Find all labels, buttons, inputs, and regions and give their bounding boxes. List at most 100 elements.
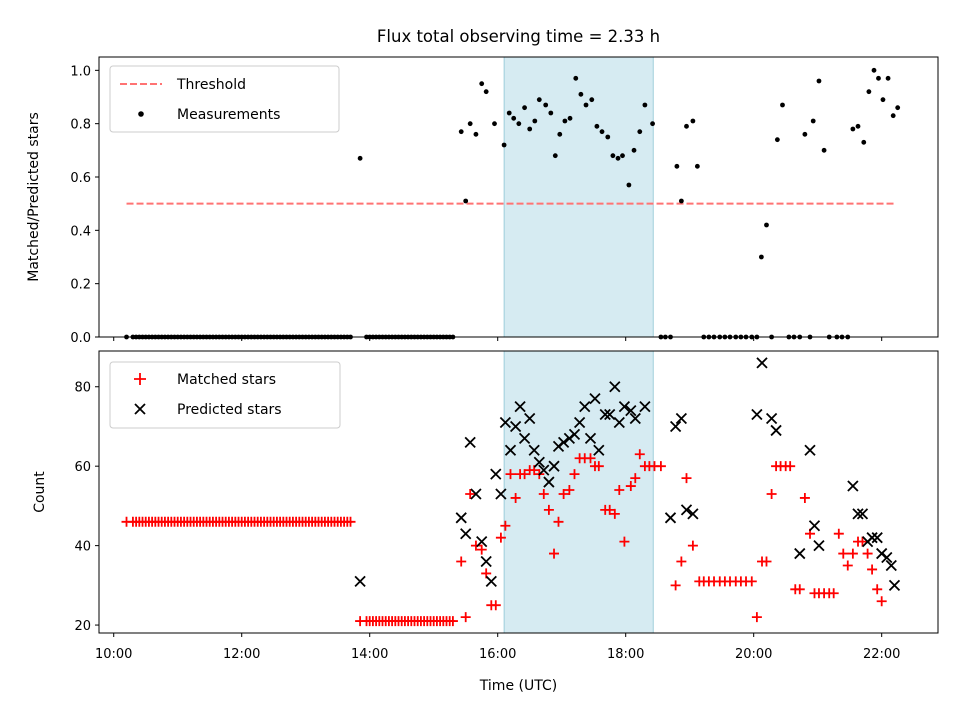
matched-star-point [872, 584, 883, 595]
measurement-point [780, 102, 785, 108]
x-tick-label: 12:00 [223, 647, 260, 662]
predicted-star-point [881, 551, 893, 564]
predicted-star-point [888, 579, 901, 591]
measurements-legend-swatch [138, 111, 144, 117]
predicted-star-point [557, 436, 570, 448]
predicted-star-point [613, 416, 625, 429]
top-legend: Threshold Measurements [109, 65, 340, 133]
measurement-point [557, 131, 563, 137]
measurement-point [684, 123, 689, 129]
measurement-point [885, 75, 891, 81]
predicted-star-point [573, 416, 586, 429]
predicted-star-point [847, 480, 859, 492]
measurement-point [810, 118, 816, 124]
matched-star-point [609, 508, 620, 519]
predicted-star-point [808, 520, 821, 532]
measurement-point [543, 102, 549, 108]
matched-star-point [569, 469, 580, 480]
measurement-point [483, 89, 489, 95]
predicted-star-point [885, 559, 897, 572]
bottom-panel: 20 40 60 80 10:00 12:00 14:00 16:00 18:00 20:00 2… [32, 350, 939, 694]
matched-star-point [655, 461, 666, 472]
measurement-point [458, 129, 464, 135]
top-y-ticks: 0.0 0.2 0.4 0.6 0.8 1.0 [70, 64, 99, 346]
x-tick-label: 18:00 [607, 647, 644, 662]
measurement-point [615, 155, 621, 161]
matched-star-point [519, 469, 530, 480]
predicted-legend-label: Predicted stars [177, 402, 282, 418]
measurement-point [506, 110, 512, 116]
measurement-point [694, 163, 700, 169]
measurement-point [631, 147, 637, 153]
predicted-legend-swatch [134, 403, 146, 415]
x-tick-label: 14:00 [351, 647, 388, 662]
matched-star-point [833, 528, 844, 539]
matched-star-point [549, 548, 560, 559]
predicted-star-point [852, 508, 864, 520]
matched-star-point [495, 532, 506, 543]
predicted-star-point [354, 575, 366, 588]
predicted-star-point [495, 488, 507, 500]
matched-legend-label: Matched stars [177, 372, 276, 388]
predicted-star-point [533, 456, 545, 468]
predicted-star-point [579, 400, 591, 413]
measurement-point [599, 129, 605, 135]
predicted-star-point [751, 408, 763, 421]
predicted-star-point [813, 539, 825, 552]
matched-star-point [634, 449, 645, 460]
matched-star-point [794, 584, 805, 595]
top-y-axis-label: Matched/Predicted stars [26, 112, 42, 282]
predicted-star-point [514, 400, 526, 413]
matched-star-point [847, 548, 858, 559]
predicted-star-point [518, 432, 531, 445]
matched-star-point [510, 492, 521, 503]
matched-star-point [766, 488, 777, 499]
matched-star-point [490, 600, 501, 611]
predicted-star-point [599, 408, 611, 421]
matched-star-point [345, 516, 356, 527]
top-legend-box [109, 65, 340, 133]
bottom-x-ticks: 10:00 12:00 14:00 16:00 18:00 20:00 22:00 [95, 633, 900, 662]
predicted-star-point [804, 444, 816, 456]
predicted-star-point [476, 536, 488, 548]
measurement-point [821, 147, 827, 153]
highlight-span-bottom [503, 350, 654, 634]
measurement-point [861, 139, 867, 145]
predicted-star-point [756, 357, 768, 369]
matched-star-point [465, 488, 476, 499]
matched-star-point [447, 616, 458, 627]
predicted-star-point [593, 444, 605, 456]
measurement-point [637, 129, 643, 135]
measurement-point [895, 105, 901, 111]
matched-star-point [470, 540, 481, 551]
measurement-point [567, 115, 573, 121]
measurement-point [816, 78, 822, 84]
matched-star-point [828, 588, 839, 599]
predicted-star-point [794, 547, 806, 560]
threshold-legend-label: Threshold [176, 77, 246, 93]
predicted-star-point [464, 436, 476, 448]
bottom-axes-frame [98, 350, 939, 634]
top-axes-frame [98, 56, 939, 338]
predicted-star-point [543, 476, 555, 488]
measurement-point [890, 113, 896, 119]
bottom-y-tick-label: 80 [74, 381, 91, 396]
matched-star-point [630, 473, 641, 484]
measurement-point [674, 163, 680, 169]
predicted-star-point [604, 408, 616, 421]
matched-star-point [593, 461, 604, 472]
predicted-star-point [480, 555, 492, 568]
predicted-star-point [538, 464, 550, 476]
measurement-point [605, 134, 611, 140]
measurement-point [620, 153, 625, 159]
measurement-point [552, 153, 558, 159]
predicted-star-points [354, 357, 901, 591]
predicted-star-point [664, 512, 677, 524]
matched-star-point [785, 461, 796, 472]
predicted-star-point [499, 416, 512, 429]
matched-star-point [585, 453, 596, 464]
predicted-star-point [680, 504, 693, 516]
measurement-point [527, 126, 533, 132]
top-y-tick-label: 0.8 [70, 118, 91, 133]
predicted-star-point [589, 393, 601, 405]
